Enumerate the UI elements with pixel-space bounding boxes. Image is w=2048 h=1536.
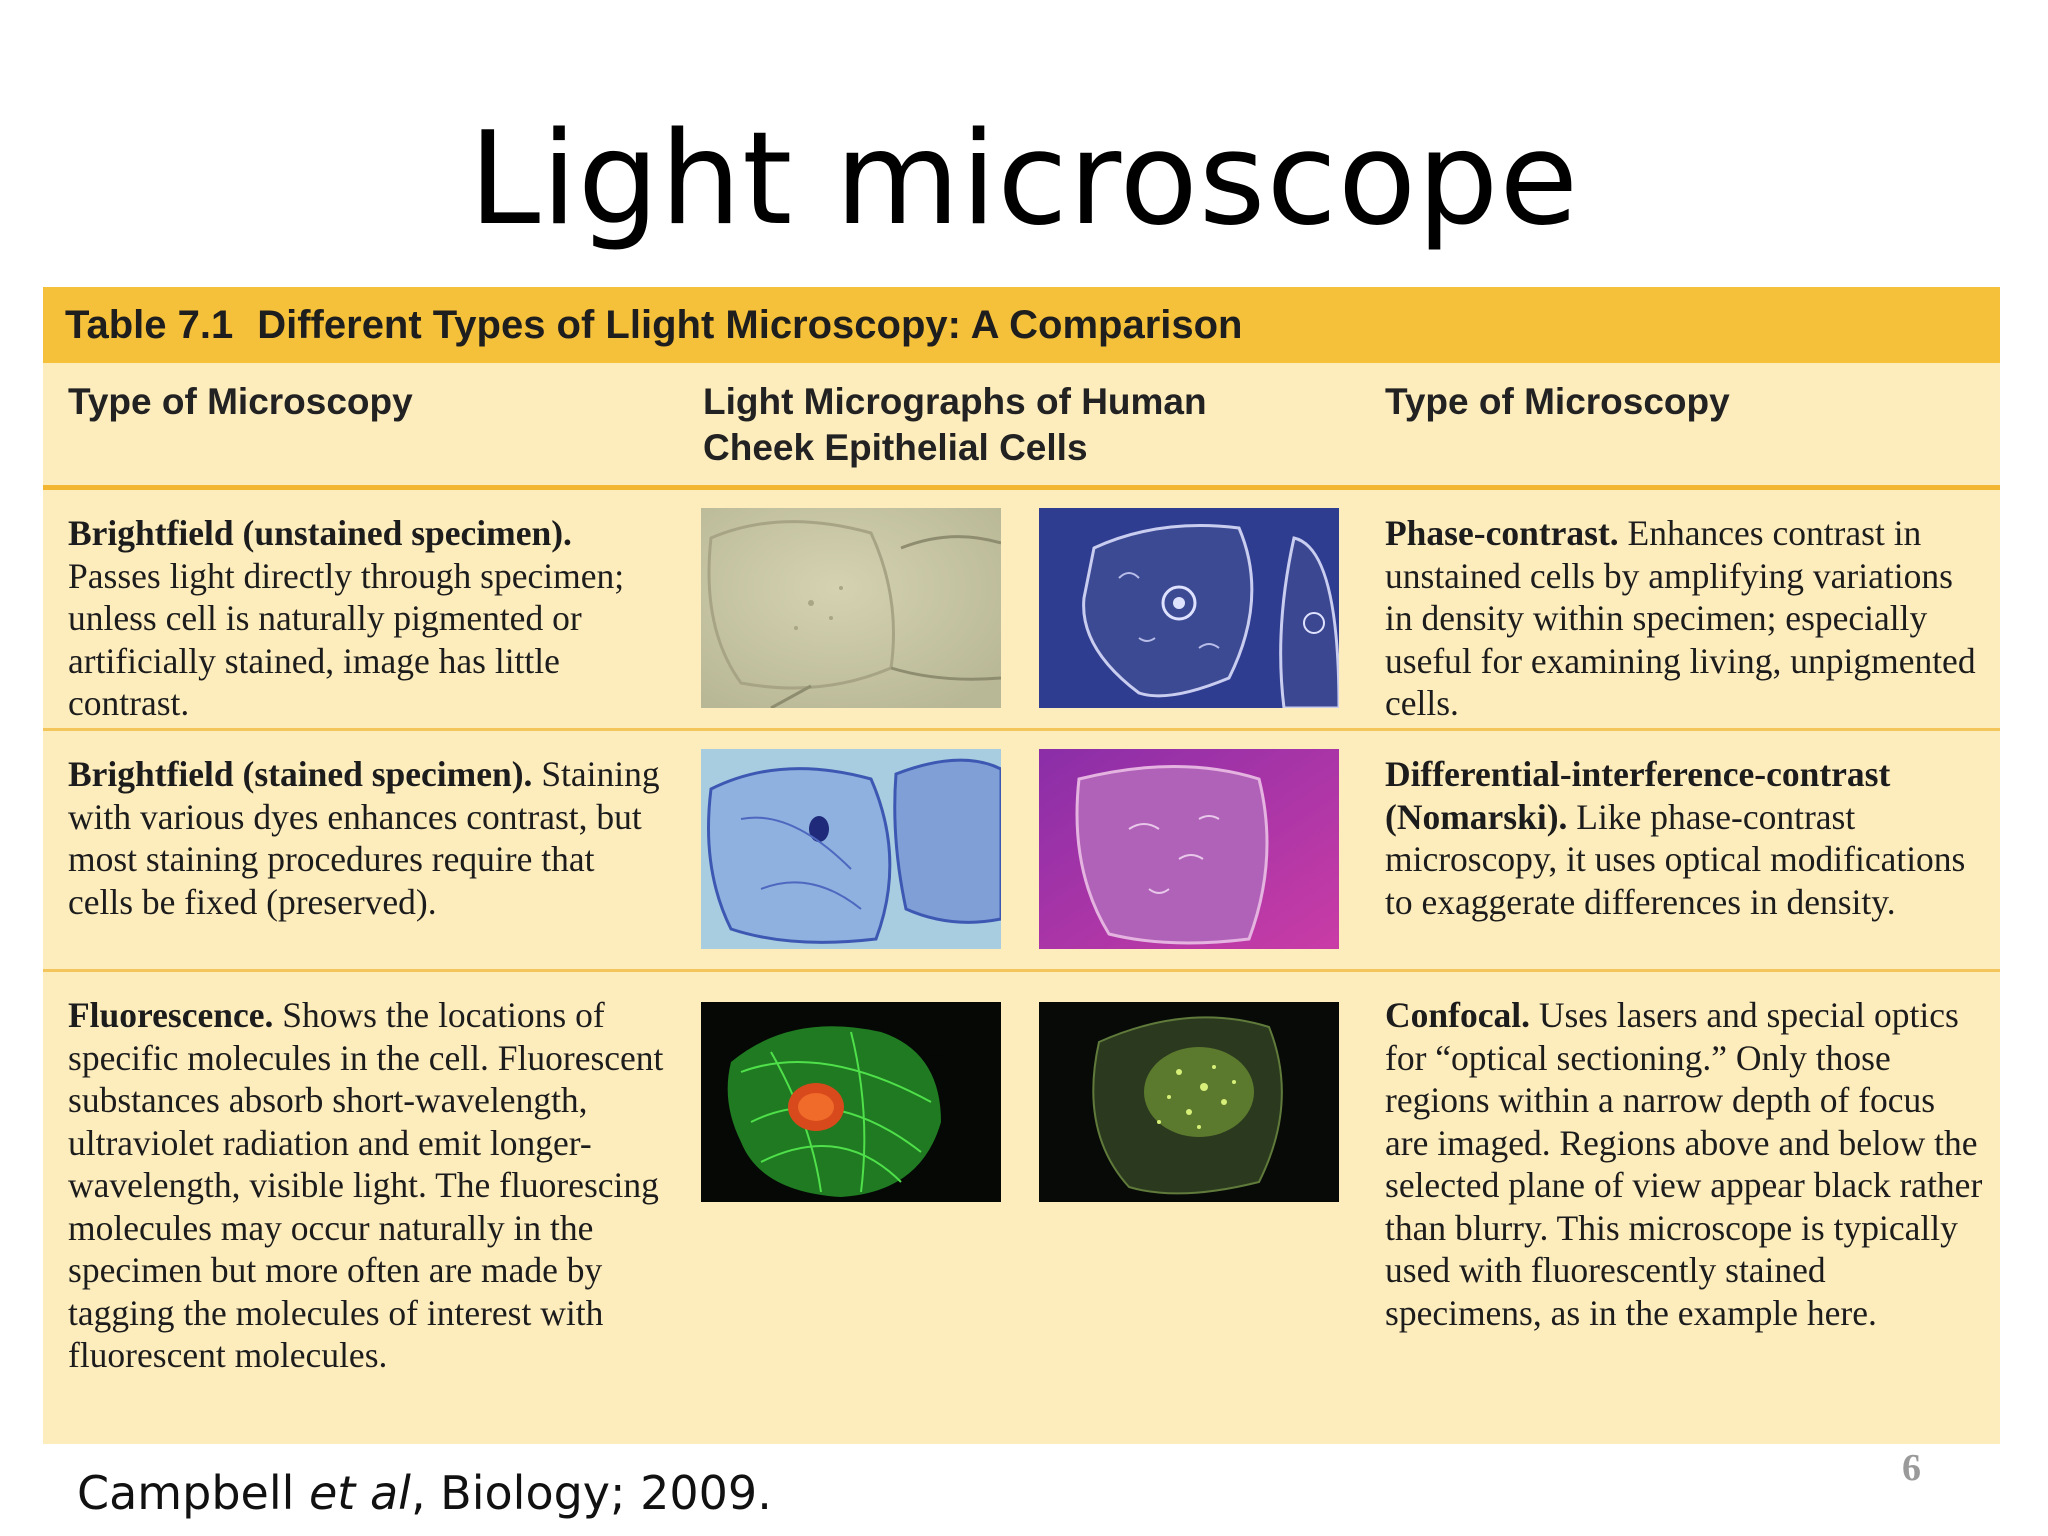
- cell-brightfield-unstained: Brightfield (unstained specimen). Passes…: [68, 512, 668, 725]
- row-lead: Phase-contrast.: [1385, 513, 1628, 553]
- micrograph-confocal: [1039, 1002, 1339, 1202]
- table-row-brightfield-unstained: Brightfield (unstained specimen). Passes…: [43, 490, 2000, 731]
- row-lead: Differential-interference-contrast (Noma…: [1385, 754, 1891, 837]
- micrograph-fluorescence-image: [701, 1002, 1001, 1202]
- micrograph-brightfield-unstained: [701, 508, 1001, 708]
- micrograph-dic-nomarski: [1039, 749, 1339, 949]
- row-description: Uses lasers and special optics for “opti…: [1385, 995, 1983, 1333]
- micrograph-dic-nomarski-image: [1039, 749, 1339, 949]
- micrograph-brightfield-unstained-image: [701, 508, 1001, 708]
- row-description: Enhances contrast in unstained cells by …: [1385, 513, 1976, 723]
- micrograph-brightfield-stained: [701, 749, 1001, 949]
- row-lead: Brightfield (stained specimen).: [68, 754, 542, 794]
- table-header-row: Type of Microscopy Light Micrographs of …: [43, 363, 2000, 490]
- row-description: Passes light directly through specimen; …: [68, 555, 625, 724]
- cell-brightfield-stained: Brightfield (stained specimen). Staining…: [68, 753, 668, 923]
- micrograph-brightfield-stained-image: [701, 749, 1001, 949]
- micrograph-phase-contrast-image: [1039, 508, 1339, 708]
- micrograph-phase-contrast: [1039, 508, 1339, 708]
- page-number: 6: [1902, 1447, 1921, 1489]
- citation: Campbell et al, Biology; 2009.: [77, 1466, 772, 1520]
- citation-source: , Biology; 2009.: [410, 1466, 772, 1520]
- header-type-right: Type of Microscopy: [1385, 381, 1730, 422]
- table-number: Table 7.1: [65, 302, 234, 347]
- header-micrographs: Light Micrographs of Human Cheek Epithel…: [703, 381, 1207, 468]
- slide-title: Light microscope: [468, 105, 1580, 254]
- table-row-brightfield-stained: Brightfield (stained specimen). Staining…: [43, 731, 2000, 972]
- micrograph-fluorescence: [701, 1002, 1001, 1202]
- row-description: Shows the locations of specific molecule…: [68, 995, 664, 1375]
- citation-author: Campbell: [77, 1466, 309, 1520]
- cell-phase-contrast: Phase-contrast. Enhances contrast in uns…: [1385, 512, 1985, 725]
- cell-fluorescence: Fluorescence. Shows the locations of spe…: [68, 994, 668, 1377]
- comparison-table: Table 7.1 Different Types of Llight Micr…: [43, 287, 2000, 1444]
- micrograph-confocal-image: [1039, 1002, 1339, 1202]
- row-description: Like phase-contrast microscopy, it uses …: [1385, 796, 1966, 922]
- row-description: Staining with various dyes enhances cont…: [68, 754, 660, 922]
- row-lead: Brightfield (unstained specimen).: [68, 513, 572, 553]
- table-row-fluorescence: Fluorescence. Shows the locations of spe…: [43, 972, 2000, 1445]
- cell-dic-nomarski: Differential-interference-contrast (Noma…: [1385, 753, 1985, 923]
- header-type-left: Type of Microscopy: [68, 381, 413, 422]
- table-title-bar: Table 7.1 Different Types of Llight Micr…: [43, 287, 2000, 363]
- row-lead: Fluorescence.: [68, 995, 283, 1035]
- table-title: Different Types of Llight Microscopy: A …: [257, 302, 1243, 347]
- row-lead: Confocal.: [1385, 995, 1539, 1035]
- citation-et-al: et al: [309, 1466, 411, 1520]
- cell-confocal: Confocal. Uses lasers and special optics…: [1385, 994, 1985, 1334]
